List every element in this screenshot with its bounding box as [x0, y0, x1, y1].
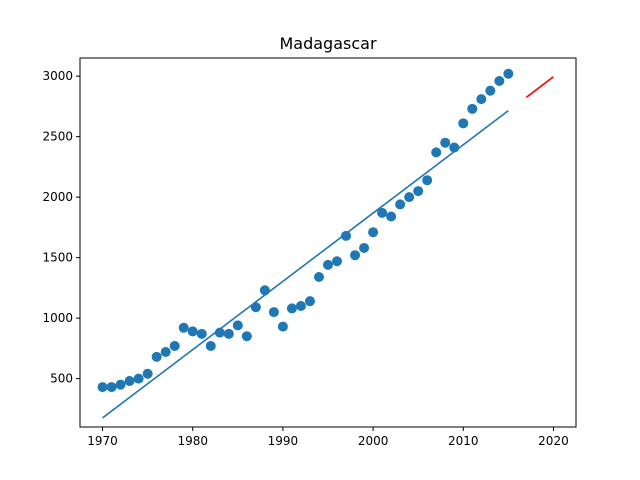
plot-area — [97, 68, 554, 419]
data-point — [286, 303, 297, 314]
y-tick-label: 1500 — [42, 251, 73, 265]
data-point — [205, 340, 216, 351]
data-point — [431, 147, 442, 158]
data-point — [413, 186, 424, 197]
data-point — [178, 322, 189, 333]
y-tick-label: 3000 — [42, 69, 73, 83]
y-tick-label: 2500 — [42, 130, 73, 144]
data-point — [97, 382, 108, 393]
trend-line — [102, 109, 509, 419]
chart-title: Madagascar — [279, 34, 376, 53]
x-tick-label: 1970 — [87, 434, 118, 448]
data-point — [350, 250, 361, 261]
data-point — [124, 376, 135, 387]
x-tick-label: 2010 — [448, 434, 479, 448]
data-point — [377, 207, 388, 218]
plot-frame — [79, 57, 577, 428]
data-point — [268, 307, 279, 318]
data-point — [304, 296, 315, 307]
x-tick-label: 2000 — [358, 434, 389, 448]
data-point — [313, 271, 324, 282]
data-point — [404, 192, 415, 203]
data-point — [458, 118, 469, 129]
data-point — [332, 256, 343, 267]
y-axis: 500 1000 1500 2000 2500 3000 — [42, 69, 80, 386]
data-point — [485, 85, 496, 96]
data-point — [169, 340, 180, 351]
data-point — [359, 242, 370, 253]
data-point — [277, 321, 288, 332]
data-point — [467, 103, 478, 114]
data-point — [187, 326, 198, 337]
data-point — [223, 328, 234, 339]
x-tick-label: 2020 — [538, 434, 569, 448]
data-point — [133, 373, 144, 384]
data-point — [395, 199, 406, 210]
y-tick-label: 2000 — [42, 190, 73, 204]
data-point — [295, 301, 306, 312]
data-point — [106, 382, 117, 393]
y-tick-label: 1000 — [42, 311, 73, 325]
data-point — [503, 68, 514, 79]
data-point — [259, 285, 270, 296]
data-point — [151, 351, 162, 362]
x-tick-label: 1990 — [268, 434, 299, 448]
data-point — [323, 259, 333, 270]
data-point — [476, 94, 487, 105]
data-point — [386, 211, 397, 222]
data-point — [142, 368, 153, 379]
x-tick-label: 1980 — [177, 434, 208, 448]
data-point — [241, 331, 252, 342]
data-point — [115, 379, 126, 390]
data-point — [368, 227, 379, 238]
data-point — [196, 328, 207, 339]
forecast-line — [525, 76, 554, 98]
data-point — [341, 230, 352, 241]
data-point — [422, 175, 433, 186]
y-tick-label: 500 — [50, 372, 73, 386]
x-axis: 1970 1980 1990 2000 2010 2020 — [87, 427, 569, 448]
data-point — [440, 137, 451, 148]
data-point — [494, 75, 505, 86]
data-point — [232, 320, 243, 331]
data-point — [160, 346, 171, 357]
